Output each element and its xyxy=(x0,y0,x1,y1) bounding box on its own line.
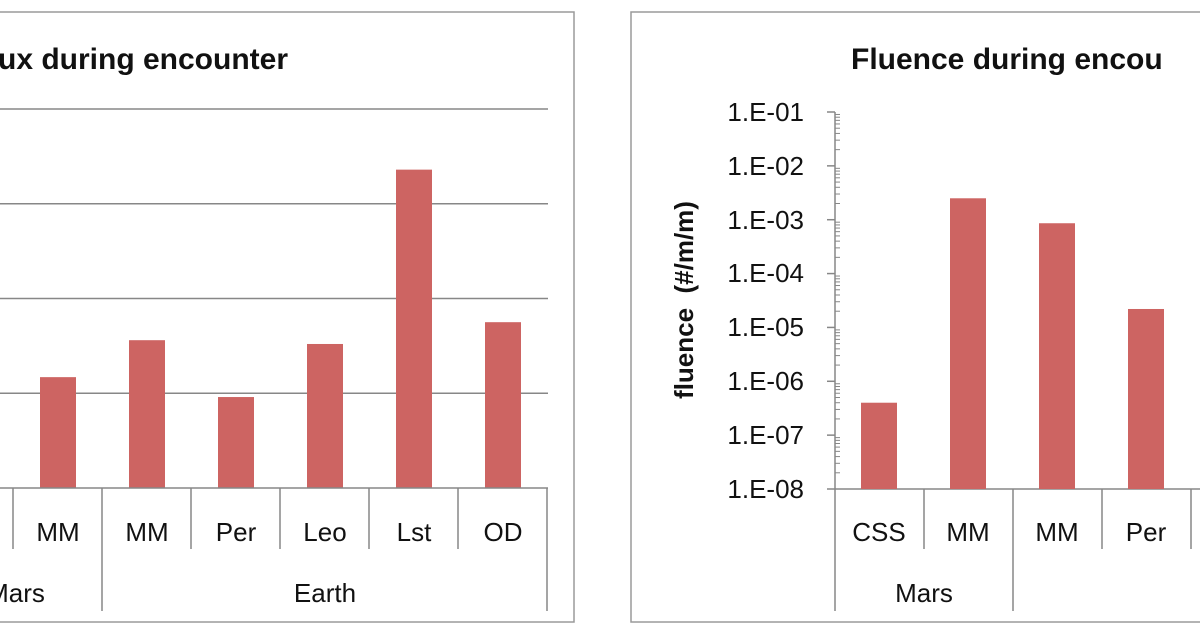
flux-bar xyxy=(218,397,254,488)
fluence-y-tick-label: 1.E-07 xyxy=(727,420,804,450)
flux-category-label: MM xyxy=(36,517,79,547)
fluence-group-label-mars: Mars xyxy=(895,578,953,608)
flux-group-label-earth: Earth xyxy=(294,578,356,608)
fluence-chart-title: Fluence during encou xyxy=(851,43,1163,76)
flux-category-axis xyxy=(0,487,548,611)
flux-category-label: Lst xyxy=(397,517,432,547)
fluence-group-labels: Mars xyxy=(895,578,953,608)
fluence-bar xyxy=(950,198,986,489)
fluence-category-label: CSS xyxy=(852,517,905,547)
flux-category-label: Leo xyxy=(303,517,346,547)
flux-gridlines xyxy=(0,108,548,394)
fluence-bar xyxy=(1128,308,1164,489)
fluence-y-tick-label: 1.E-06 xyxy=(727,366,804,396)
flux-chart-title: ux during encounter xyxy=(0,43,288,76)
fluence-y-tick-label: 1.E-03 xyxy=(727,205,804,235)
flux-bar xyxy=(485,322,521,488)
fluence-y-tick-label: 1.E-05 xyxy=(727,312,804,342)
flux-category-labels: MM MM Per Leo Lst OD xyxy=(36,517,522,547)
fluence-category-label: MM xyxy=(946,517,989,547)
fluence-category-labels: CSS MM MM Per xyxy=(852,517,1166,547)
fluence-y-tick-labels: 1.E-08 1.E-07 1.E-06 1.E-05 1.E-04 1.E-0… xyxy=(727,97,804,504)
flux-chart-frame xyxy=(0,11,575,623)
flux-bar xyxy=(307,343,343,488)
flux-bars xyxy=(40,169,521,488)
fluence-chart-frame xyxy=(630,11,1200,623)
fluence-y-axis-title: fluence (#/m/m) xyxy=(669,201,699,399)
fluence-bars xyxy=(861,198,1164,489)
fluence-y-tick-label: 1.E-01 xyxy=(727,97,804,127)
flux-category-label: OD xyxy=(484,517,523,547)
fluence-y-tick-label: 1.E-08 xyxy=(727,474,804,504)
flux-bar xyxy=(129,340,165,488)
flux-group-label-mars: Mars xyxy=(0,578,45,608)
fluence-y-tick-label: 1.E-02 xyxy=(727,151,804,181)
fluence-category-label: MM xyxy=(1035,517,1078,547)
fluence-y-tick-label: 1.E-04 xyxy=(727,258,804,288)
fluence-category-label: Per xyxy=(1126,517,1167,547)
flux-bar xyxy=(396,169,432,488)
flux-bar xyxy=(40,377,76,488)
flux-group-labels: Mars Earth xyxy=(0,578,356,608)
fluence-chart: Fluence during encou fluence (#/m/m) 1.E… xyxy=(630,11,1200,623)
flux-category-label: MM xyxy=(125,517,168,547)
fluence-bar xyxy=(861,402,897,489)
flux-chart: ux during encounter MM MM Per Leo Lst OD… xyxy=(0,11,575,623)
fluence-bar xyxy=(1039,223,1075,489)
flux-category-label: Per xyxy=(216,517,257,547)
